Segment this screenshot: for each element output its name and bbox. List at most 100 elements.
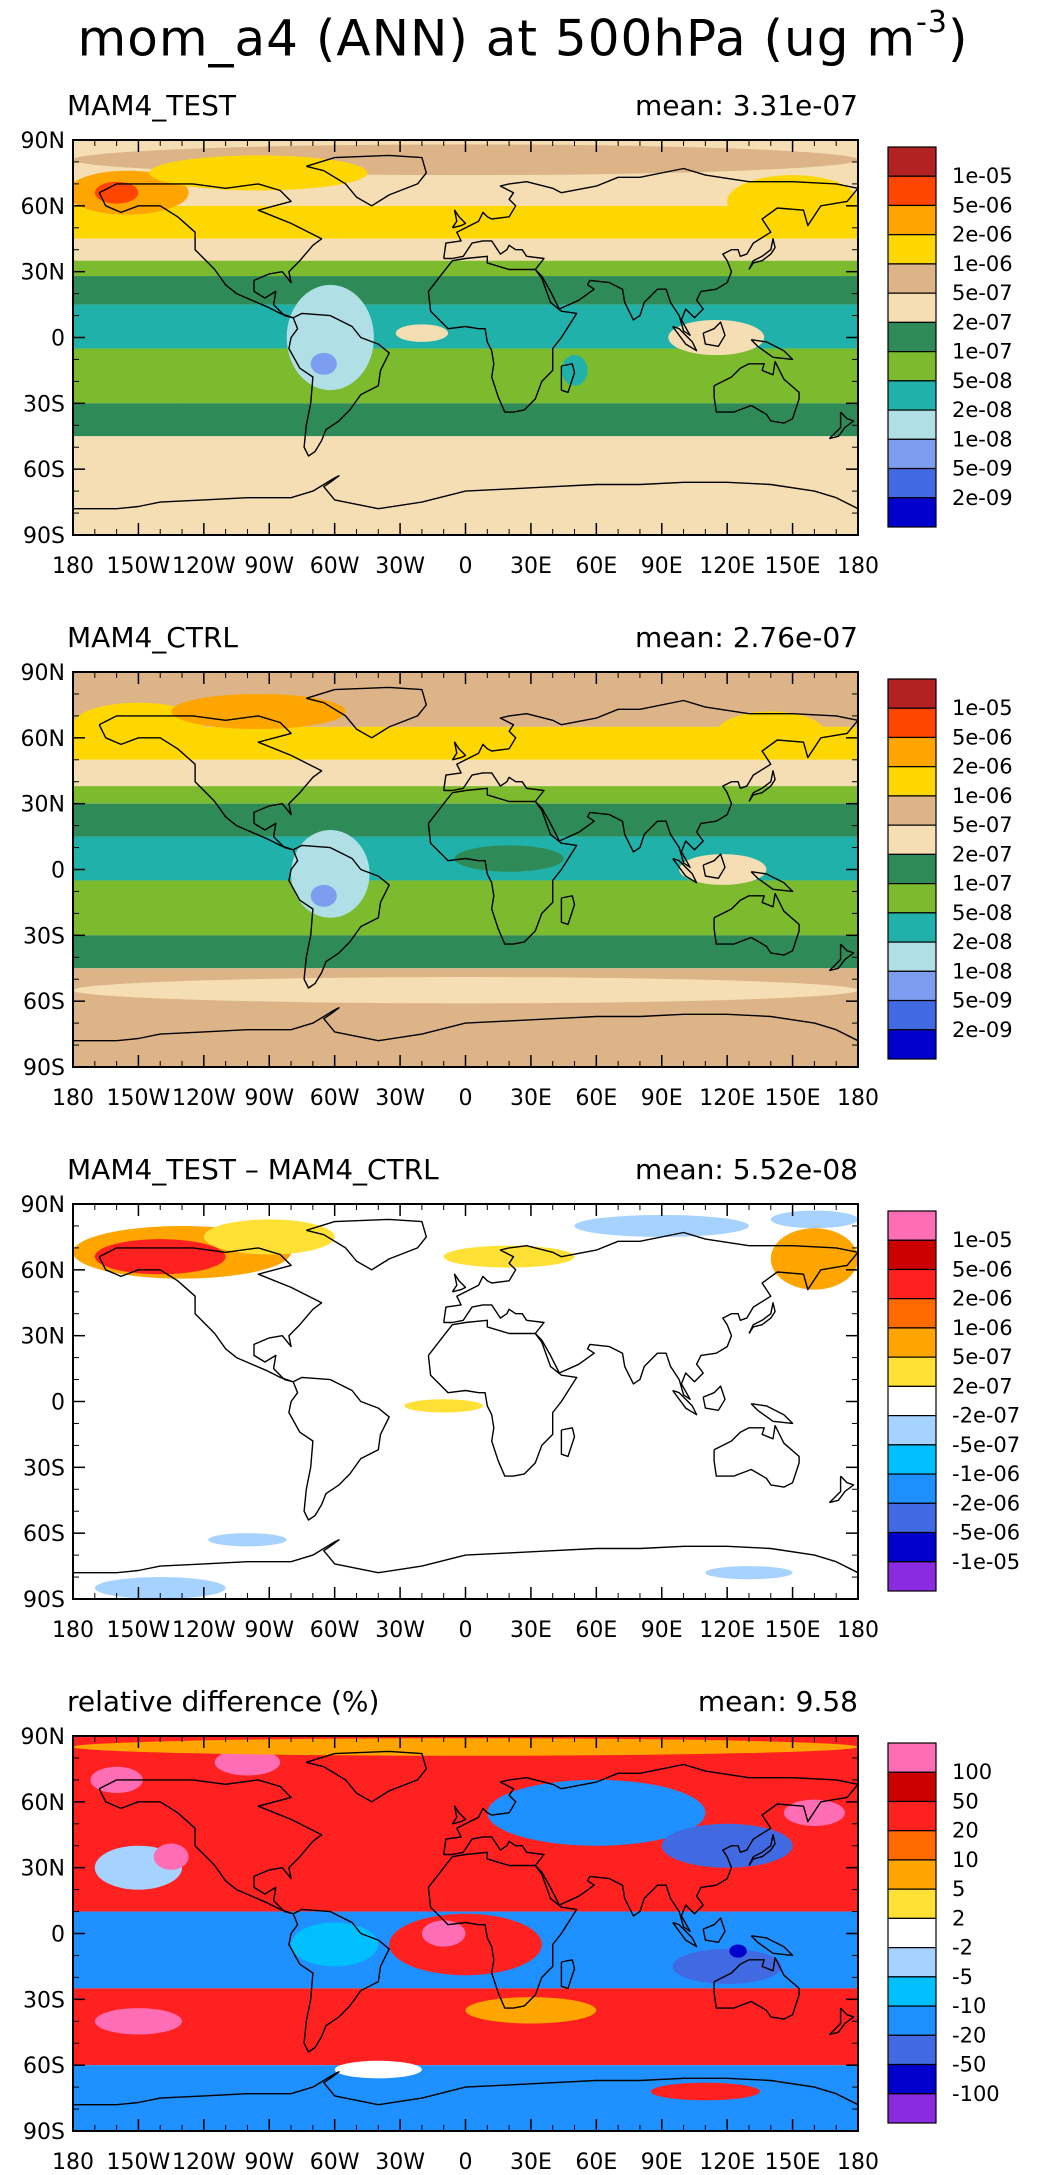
coastline (750, 1403, 794, 1425)
colorbar-swatch (887, 853, 937, 885)
colorbar-swatch (887, 1268, 937, 1300)
x-tick-label: 120W (172, 554, 236, 579)
panel-mean: mean: 9.58 (698, 1685, 858, 1718)
contour-region (286, 284, 374, 391)
contour-region (310, 352, 337, 375)
colorbar-label: -5 (952, 1965, 973, 1989)
y-tick-label: 60N (21, 1791, 65, 1816)
coastline (98, 715, 323, 851)
y-tick-label: 90N (21, 1725, 65, 1750)
panel-mean: mean: 2.76e-07 (635, 621, 858, 654)
x-tick-label: 120W (172, 1086, 236, 1111)
colorbar-label: -5e-07 (952, 1433, 1020, 1457)
map-field (73, 1204, 858, 1599)
x-tick-label: 30E (510, 1618, 552, 1643)
coastline (288, 312, 390, 457)
colorbar-swatch (887, 1830, 937, 1861)
coastline (98, 183, 323, 319)
colorbar-swatch (887, 321, 937, 353)
coastline (560, 1427, 576, 1458)
colorbar-swatch (887, 1976, 937, 2007)
map-field (73, 140, 858, 535)
x-tick-label: 120E (699, 554, 755, 579)
y-tick-label: 30S (23, 924, 65, 949)
panel-mean: mean: 5.52e-08 (635, 1153, 858, 1186)
x-tick-label: 90W (244, 554, 294, 579)
x-tick-label: 30E (510, 1086, 552, 1111)
coastline (451, 1805, 467, 1825)
figure-title-main: mom_a4 (ANN) at 500hPa (ug m (77, 9, 917, 68)
coastline (443, 1763, 858, 1932)
coastline (73, 1539, 858, 1574)
colorbar-label: -50 (952, 2053, 986, 2077)
zonal-band (73, 803, 858, 837)
zonal-band (73, 276, 858, 305)
zonal-band (73, 260, 858, 277)
y-tick-label: 0 (51, 327, 65, 352)
colorbar-swatch (887, 1444, 937, 1475)
coastline (451, 1273, 467, 1293)
x-tick-label: 60W (310, 2150, 360, 2175)
contour-region (465, 1997, 597, 2024)
y-tick-label: 60N (21, 727, 65, 752)
x-tick-label: 150W (107, 1086, 171, 1111)
contour-region (73, 977, 858, 1004)
coastline (306, 1750, 427, 1803)
colorbar-swatch (887, 1029, 937, 1060)
x-tick-label: 60E (575, 2150, 617, 2175)
y-tick-label: 90N (21, 1193, 65, 1218)
x-tick-label: 30E (510, 2150, 552, 2175)
colorbar-label: -2e-06 (952, 1491, 1020, 1515)
colorbar-swatch (887, 999, 937, 1031)
contour-region (672, 1948, 782, 1984)
contour-region (73, 456, 858, 535)
panel-title: relative difference (%) (67, 1685, 379, 1718)
x-tick-label: 90W (244, 2150, 294, 2175)
colorbar-swatch (887, 1947, 937, 1978)
colorbar-swatch (887, 1917, 937, 1949)
colorbar-swatch (887, 1415, 937, 1446)
figure-title-exponent: -3 (916, 5, 948, 40)
contour-region (94, 1239, 226, 1275)
x-tick-label: 180 (837, 1618, 879, 1643)
x-tick-label: 90E (641, 554, 683, 579)
panel-test: MAM4_TEST mean: 3.31e-07 180 150W 120W 90W 60W… (21, 89, 1013, 579)
y-tick-label: 60S (23, 1522, 65, 1547)
coastline (702, 1385, 726, 1411)
colorbar-label: 1e-05 (952, 1228, 1013, 1252)
coastline (748, 1834, 776, 1866)
coastline (560, 1959, 576, 1990)
coastline (829, 411, 855, 440)
colorbar-swatch (887, 380, 937, 411)
colorbar-swatch (887, 204, 937, 236)
y-tick-label: 0 (51, 1923, 65, 1948)
colorbar-label: 2e-07 (952, 310, 1013, 334)
contour-region (203, 1219, 335, 1255)
colorbar-label: 2e-07 (952, 842, 1013, 866)
colorbar-swatch (887, 1888, 937, 1919)
x-tick-label: 60E (575, 1618, 617, 1643)
colorbar-label: 1e-06 (952, 252, 1013, 276)
x-tick-label: 180 (52, 2150, 94, 2175)
contour-region (310, 884, 337, 907)
coastline (443, 699, 858, 868)
colorbar-label: 5e-06 (952, 1257, 1013, 1281)
x-tick-label: 120W (172, 1618, 236, 1643)
colorbar-swatch (887, 1800, 937, 1832)
zonal-band (73, 759, 858, 787)
contour-region (668, 319, 765, 356)
y-tick-label: 90S (23, 524, 65, 549)
y-tick-label: 30S (23, 392, 65, 417)
colorbar: 100 50 20 10 5 2 -2 -5 -10 -20 -50 -100 (887, 1742, 1000, 2124)
colorbar-label: 5 (952, 1877, 965, 1901)
x-tick-label: 120E (699, 2150, 755, 2175)
zonal-band (73, 880, 858, 936)
x-tick-label: 150E (765, 1086, 821, 1111)
coastline (750, 339, 794, 361)
colorbar-swatch (887, 1531, 937, 1563)
zonal-band (73, 205, 858, 239)
coastline (748, 770, 776, 802)
x-tick-label: 120E (699, 1618, 755, 1643)
contour-region (421, 1920, 466, 1947)
colorbar-swatch (887, 1742, 937, 1773)
